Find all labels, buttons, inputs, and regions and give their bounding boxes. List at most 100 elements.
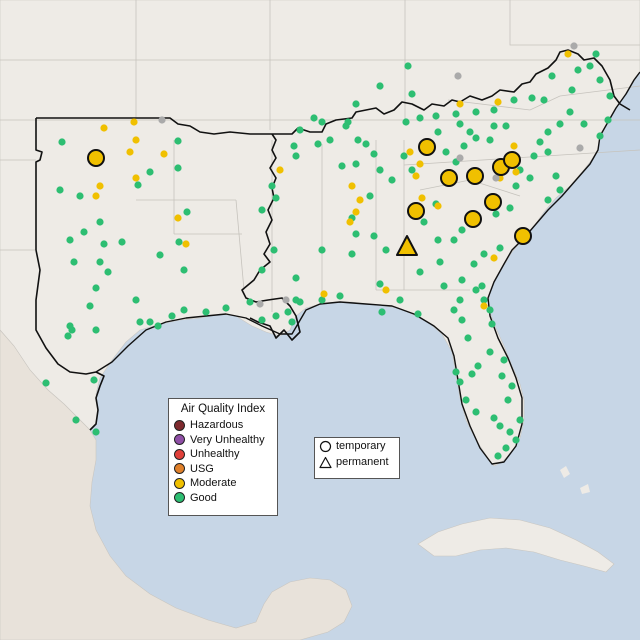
moderate-monitor[interactable] bbox=[320, 290, 328, 298]
good-monitor[interactable] bbox=[156, 251, 164, 259]
good-monitor[interactable] bbox=[96, 218, 104, 226]
good-monitor[interactable] bbox=[258, 206, 266, 214]
good-monitor[interactable] bbox=[544, 196, 552, 204]
good-monitor[interactable] bbox=[504, 396, 512, 404]
good-monitor[interactable] bbox=[270, 246, 278, 254]
good-monitor[interactable] bbox=[604, 116, 612, 124]
good-monitor[interactable] bbox=[100, 240, 108, 248]
good-monitor[interactable] bbox=[472, 108, 480, 116]
good-monitor[interactable] bbox=[414, 310, 422, 318]
good-monitor[interactable] bbox=[76, 192, 84, 200]
temporary-monitor[interactable] bbox=[514, 227, 532, 245]
no-data-monitor[interactable] bbox=[158, 116, 166, 124]
good-monitor[interactable] bbox=[596, 132, 604, 140]
good-monitor[interactable] bbox=[540, 96, 548, 104]
good-monitor[interactable] bbox=[512, 182, 520, 190]
good-monitor[interactable] bbox=[494, 452, 502, 460]
good-monitor[interactable] bbox=[420, 218, 428, 226]
no-data-monitor[interactable] bbox=[454, 72, 462, 80]
good-monitor[interactable] bbox=[180, 266, 188, 274]
permanent-monitor[interactable] bbox=[396, 235, 418, 256]
no-data-monitor[interactable] bbox=[492, 174, 500, 182]
good-monitor[interactable] bbox=[396, 296, 404, 304]
good-monitor[interactable] bbox=[56, 186, 64, 194]
moderate-monitor[interactable] bbox=[182, 240, 190, 248]
moderate-monitor[interactable] bbox=[356, 196, 364, 204]
good-monitor[interactable] bbox=[466, 128, 474, 136]
good-monitor[interactable] bbox=[348, 250, 356, 258]
good-monitor[interactable] bbox=[66, 322, 74, 330]
temporary-monitor[interactable] bbox=[503, 151, 521, 169]
moderate-monitor[interactable] bbox=[352, 208, 360, 216]
good-monitor[interactable] bbox=[326, 136, 334, 144]
good-monitor[interactable] bbox=[496, 422, 504, 430]
good-monitor[interactable] bbox=[290, 142, 298, 150]
good-monitor[interactable] bbox=[490, 414, 498, 422]
good-monitor[interactable] bbox=[404, 62, 412, 70]
good-monitor[interactable] bbox=[382, 246, 390, 254]
good-monitor[interactable] bbox=[222, 304, 230, 312]
good-monitor[interactable] bbox=[58, 138, 66, 146]
good-monitor[interactable] bbox=[174, 164, 182, 172]
moderate-monitor-dots[interactable] bbox=[92, 50, 572, 310]
good-monitor[interactable] bbox=[434, 128, 442, 136]
good-monitor[interactable] bbox=[566, 108, 574, 116]
moderate-monitor[interactable] bbox=[490, 254, 498, 262]
good-monitor[interactable] bbox=[338, 162, 346, 170]
good-monitor[interactable] bbox=[154, 322, 162, 330]
good-monitor[interactable] bbox=[318, 118, 326, 126]
good-monitor[interactable] bbox=[314, 140, 322, 148]
good-monitor[interactable] bbox=[132, 296, 140, 304]
good-monitor[interactable] bbox=[96, 258, 104, 266]
moderate-monitor[interactable] bbox=[418, 194, 426, 202]
good-monitor[interactable] bbox=[596, 76, 604, 84]
good-monitor[interactable] bbox=[92, 284, 100, 292]
good-monitor[interactable] bbox=[416, 268, 424, 276]
good-monitor[interactable] bbox=[516, 416, 524, 424]
good-monitor[interactable] bbox=[536, 138, 544, 146]
good-monitor[interactable] bbox=[458, 316, 466, 324]
good-monitor[interactable] bbox=[104, 268, 112, 276]
good-monitor[interactable] bbox=[288, 318, 296, 326]
good-monitor[interactable] bbox=[548, 72, 556, 80]
good-monitor[interactable] bbox=[72, 416, 80, 424]
good-monitor[interactable] bbox=[506, 204, 514, 212]
no-data-monitor[interactable] bbox=[282, 296, 290, 304]
good-monitor[interactable] bbox=[452, 368, 460, 376]
moderate-monitor[interactable] bbox=[416, 160, 424, 168]
moderate-monitor[interactable] bbox=[126, 148, 134, 156]
good-monitor[interactable] bbox=[272, 312, 280, 320]
good-monitor[interactable] bbox=[586, 62, 594, 70]
good-monitor[interactable] bbox=[175, 238, 183, 246]
moderate-monitor[interactable] bbox=[406, 148, 414, 156]
moderate-monitor[interactable] bbox=[132, 174, 140, 182]
good-monitor[interactable] bbox=[92, 326, 100, 334]
good-monitor[interactable] bbox=[490, 106, 498, 114]
moderate-monitor[interactable] bbox=[276, 166, 284, 174]
good-monitor[interactable] bbox=[544, 128, 552, 136]
moderate-monitor[interactable] bbox=[480, 302, 488, 310]
good-monitor[interactable] bbox=[118, 238, 126, 246]
good-monitor[interactable] bbox=[456, 296, 464, 304]
good-monitor[interactable] bbox=[512, 436, 520, 444]
good-monitor[interactable] bbox=[344, 118, 352, 126]
good-monitor[interactable] bbox=[92, 428, 100, 436]
good-monitor[interactable] bbox=[458, 276, 466, 284]
good-monitor[interactable] bbox=[592, 50, 600, 58]
good-monitor[interactable] bbox=[174, 137, 182, 145]
good-monitor[interactable] bbox=[496, 244, 504, 252]
good-monitor[interactable] bbox=[486, 306, 494, 314]
good-monitor[interactable] bbox=[42, 379, 50, 387]
good-monitor[interactable] bbox=[510, 96, 518, 104]
good-monitor[interactable] bbox=[528, 94, 536, 102]
moderate-monitor[interactable] bbox=[130, 118, 138, 126]
good-monitor[interactable] bbox=[402, 118, 410, 126]
good-monitor[interactable] bbox=[530, 152, 538, 160]
good-monitor[interactable] bbox=[580, 120, 588, 128]
moderate-monitor[interactable] bbox=[434, 202, 442, 210]
good-monitor[interactable] bbox=[492, 210, 500, 218]
good-monitor[interactable] bbox=[318, 246, 326, 254]
good-monitor[interactable] bbox=[362, 140, 370, 148]
temporary-monitor[interactable] bbox=[440, 169, 458, 187]
